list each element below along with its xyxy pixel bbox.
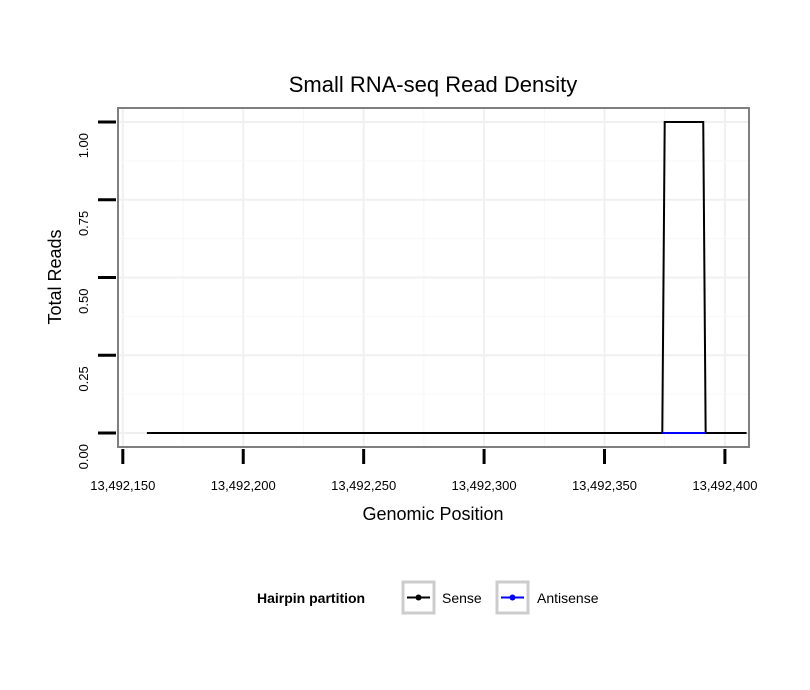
- series-layer: [146, 121, 747, 434]
- legend-label-antisense: Antisense: [537, 590, 599, 606]
- y-axis-title: Total Reads: [45, 229, 65, 324]
- y-tick-label-2: 0.50: [76, 289, 91, 314]
- grid-lines: [118, 108, 749, 447]
- x-axis: 13,492,150 13,492,200 13,492,250 13,492,300…: [90, 449, 757, 493]
- x-tick-label-1: 13,492,200: [211, 478, 276, 493]
- x-tick-label-0: 13,492,150: [90, 478, 155, 493]
- legend-item-antisense: Antisense: [495, 580, 599, 615]
- x-tick-label-3: 13,492,300: [452, 478, 517, 493]
- x-tick-label-5: 13,492,400: [692, 478, 757, 493]
- y-tick-label-1: 0.25: [76, 366, 91, 391]
- x-tick-label-4: 13,492,350: [572, 478, 637, 493]
- legend-dot-sense: [415, 594, 422, 601]
- legend-title: Hairpin partition: [257, 590, 365, 606]
- chart-title: Small RNA-seq Read Density: [289, 72, 578, 97]
- legend: Hairpin partition Sense Antisense: [257, 580, 599, 615]
- legend-dot-antisense: [509, 594, 516, 601]
- y-axis: 0.00 0.25 0.50 0.75 1.00: [76, 120, 116, 469]
- y-tick-label-4: 1.00: [76, 133, 91, 158]
- series-line-sense: [146, 121, 747, 434]
- y-tick-label-3: 0.75: [76, 211, 91, 236]
- legend-label-sense: Sense: [442, 590, 482, 606]
- x-tick-label-2: 13,492,250: [331, 478, 396, 493]
- plot-border: [117, 107, 750, 448]
- y-tick-label-0: 0.00: [76, 444, 91, 469]
- legend-item-sense: Sense: [401, 580, 482, 615]
- x-axis-title: Genomic Position: [362, 504, 503, 524]
